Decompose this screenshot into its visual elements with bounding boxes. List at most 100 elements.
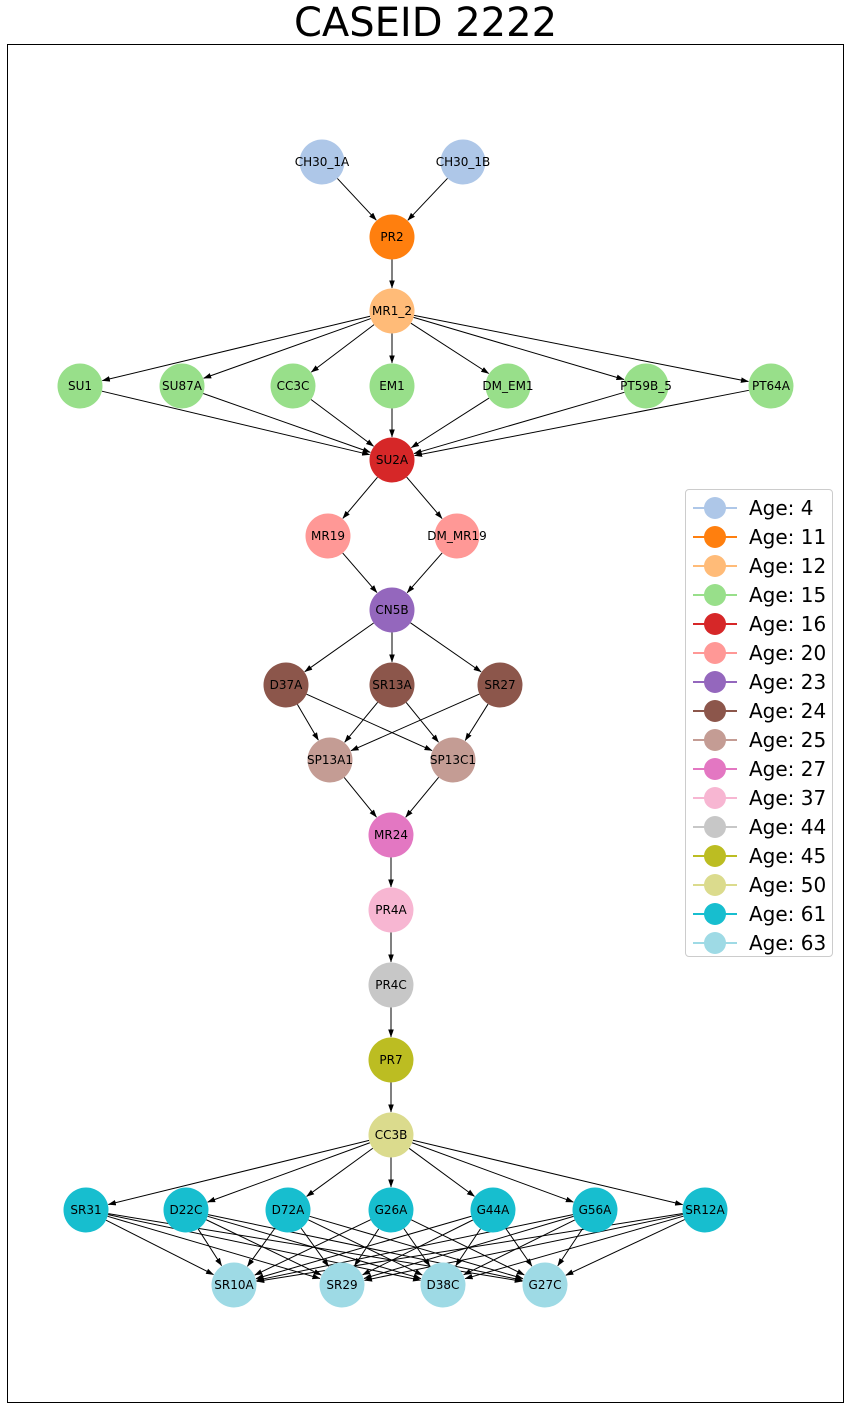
node-circle — [368, 962, 414, 1008]
node-pr4c: PR4C — [368, 962, 414, 1008]
edge-mr1_2-to-pt64a — [413, 314, 749, 383]
node-label: G44A — [477, 1203, 511, 1217]
node-em1: EM1 — [369, 363, 415, 409]
legend-label: Age: 61 — [749, 902, 827, 926]
edge-mr19-to-cn5b — [342, 552, 378, 593]
edge-su87a-to-su2a — [203, 393, 371, 453]
edge-su1-to-su2a — [101, 390, 371, 456]
edge-d72a-to-sr29 — [300, 1227, 329, 1267]
node-label: MR19 — [311, 529, 345, 543]
node-label: D38C — [427, 1278, 460, 1292]
node-d22c: D22C — [163, 1187, 209, 1233]
node-label: CN5B — [375, 603, 408, 617]
legend-item: Age: 15 — [686, 580, 834, 609]
edge-g56a-to-d38c — [463, 1219, 576, 1276]
node-label: DM_MR19 — [427, 529, 487, 543]
node-label: SP13A1 — [307, 753, 353, 767]
legend-item: Age: 45 — [686, 841, 834, 870]
node-circle — [368, 812, 414, 858]
edge-ch30_1b-to-pr2 — [407, 177, 448, 221]
node-pt64a: PT64A — [748, 363, 794, 409]
node-label: PR7 — [379, 1053, 402, 1067]
edge-cc3b-to-d72a — [306, 1147, 374, 1197]
node-su2a: SU2A — [369, 437, 415, 483]
legend-marker — [704, 584, 726, 606]
node-dm-em1: DM_EM1 — [482, 363, 534, 409]
node-label: SU2A — [376, 453, 409, 467]
node-circle — [263, 662, 309, 708]
legend-item: Age: 4 — [686, 493, 834, 522]
node-circle — [368, 1187, 414, 1233]
edge-sp13c1-to-mr24 — [405, 777, 440, 818]
node-label: CC3C — [277, 379, 310, 393]
node-sr12a: SR12A — [682, 1187, 728, 1233]
edge-cc3b-to-sr12a — [412, 1139, 684, 1206]
node-circle — [369, 662, 415, 708]
legend-marker — [704, 671, 726, 693]
node-circle — [470, 1187, 516, 1233]
nodes-layer: CH30_1A CH30_1B PR2 MR1_2 SU1 SU87A CC3C EM1 DM_… — [57, 139, 794, 1308]
node-d37a: D37A — [263, 662, 309, 708]
legend-label: Age: 16 — [749, 612, 827, 636]
node-label: PR4A — [375, 903, 407, 917]
node-mr19: MR19 — [305, 513, 351, 559]
edge-sr27-to-sp13a1 — [350, 693, 480, 752]
node-circle — [522, 1262, 568, 1308]
node-sp13c1: SP13C1 — [430, 737, 476, 783]
node-circle — [270, 363, 316, 409]
node-label: EM1 — [379, 379, 405, 393]
edge-sr12a-to-g27c — [565, 1219, 685, 1276]
edge-g26a-to-sr29 — [354, 1228, 380, 1267]
node-circle — [477, 662, 523, 708]
legend: Age: 4 Age: 11 Age: 12 Age: 15 Age: 16 Age: 2… — [685, 489, 833, 957]
node-mr24: MR24 — [368, 812, 414, 858]
edge-dm_em1-to-su2a — [410, 397, 490, 449]
node-label: SR10A — [214, 1278, 254, 1292]
legend-item: Age: 50 — [686, 870, 834, 899]
node-circle — [369, 363, 415, 409]
node-label: D22C — [170, 1203, 203, 1217]
edge-su2a-to-dm_mr19 — [406, 476, 443, 519]
legend-item: Age: 37 — [686, 783, 834, 812]
legend-item: Age: 12 — [686, 551, 834, 580]
node-pr4a: PR4A — [368, 887, 414, 933]
edge-g26a-to-sr10a — [254, 1219, 371, 1276]
node-sr31: SR31 — [63, 1187, 109, 1233]
legend-item: Age: 25 — [686, 725, 834, 754]
node-label: SU1 — [68, 379, 92, 393]
edge-sr13a-to-sp13a1 — [344, 702, 379, 743]
node-label: SP13C1 — [430, 753, 476, 767]
node-sr13a: SR13A — [369, 662, 415, 708]
edge-mr1_2-to-cc3c — [310, 324, 375, 373]
edges-layer — [101, 177, 750, 1283]
edge-sr31-to-sr29 — [107, 1215, 321, 1280]
edge-mr1_2-to-pt59b_5 — [413, 316, 625, 381]
edge-g56a-to-sr10a — [256, 1214, 574, 1282]
node-ch30-1a: CH30_1A — [295, 139, 350, 185]
node-circle — [369, 288, 415, 334]
edge-g56a-to-g27c — [557, 1228, 583, 1267]
legend-marker — [704, 729, 726, 751]
legend-marker — [704, 497, 726, 519]
edge-cc3c-to-su2a — [310, 399, 374, 447]
node-cc3c: CC3C — [270, 363, 316, 409]
edge-mr1_2-to-su87a — [203, 318, 371, 379]
node-circle — [623, 363, 669, 409]
node-label: CH30_1B — [436, 155, 491, 169]
edge-cc3b-to-g56a — [411, 1142, 574, 1203]
edge-mr1_2-to-su1 — [101, 315, 371, 382]
edge-g44a-to-sr10a — [255, 1215, 472, 1280]
node-label: CH30_1A — [295, 155, 350, 169]
node-circle — [420, 1262, 466, 1308]
plot-frame — [7, 44, 844, 1403]
edge-d72a-to-sr10a — [247, 1227, 276, 1267]
node-su87a: SU87A — [159, 363, 205, 409]
legend-label: Age: 37 — [749, 786, 827, 810]
legend-marker — [704, 932, 726, 954]
node-circle — [440, 139, 486, 185]
legend-label: Age: 24 — [749, 699, 827, 723]
edge-pt59b_5-to-su2a — [413, 391, 625, 455]
node-pt59b-5: PT59B_5 — [620, 363, 672, 409]
legend-item: Age: 11 — [686, 522, 834, 551]
legend-label: Age: 20 — [749, 641, 827, 665]
